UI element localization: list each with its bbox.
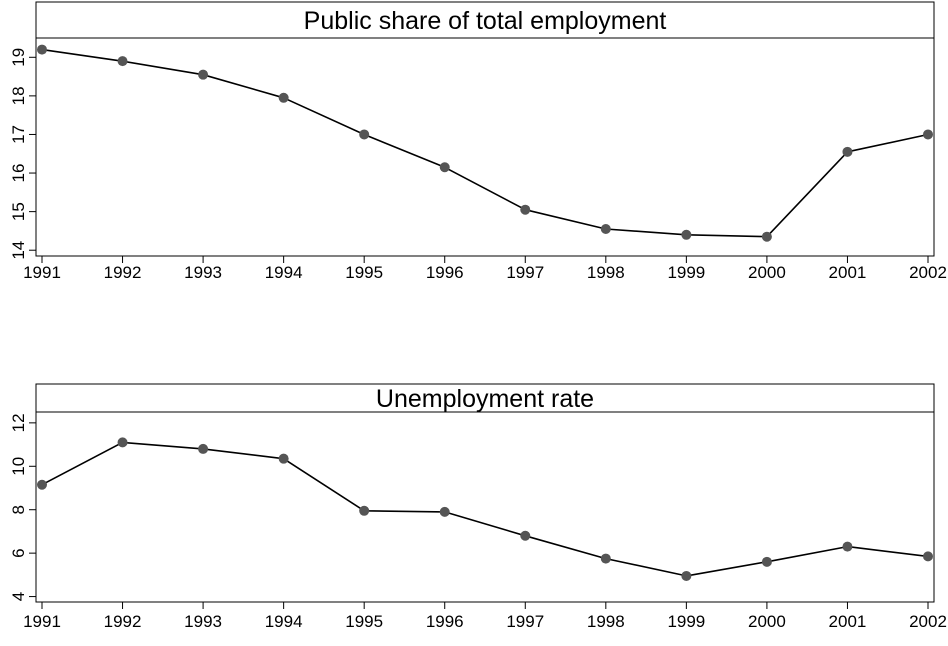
x-tick-label: 1998 bbox=[587, 263, 625, 282]
x-tick-label: 2000 bbox=[748, 263, 786, 282]
y-tick-label: 19 bbox=[9, 48, 28, 67]
x-tick-label: 2001 bbox=[829, 263, 867, 282]
data-point bbox=[198, 69, 209, 80]
x-tick-label: 1995 bbox=[345, 612, 383, 631]
y-tick-label: 4 bbox=[9, 592, 28, 601]
data-point bbox=[761, 556, 772, 567]
y-tick-label: 16 bbox=[9, 164, 28, 183]
data-point bbox=[278, 92, 289, 103]
series-line bbox=[41, 441, 929, 577]
x-tick-label: 2001 bbox=[829, 612, 867, 631]
data-point bbox=[117, 56, 128, 67]
chart-panel-1: Public share of total employment 1991 1992… bbox=[9, 1, 947, 282]
series-line bbox=[41, 48, 929, 238]
y-tick-label: 17 bbox=[9, 125, 28, 144]
x-tick-label: 2000 bbox=[748, 612, 786, 631]
x-tick-label: 1993 bbox=[184, 263, 222, 282]
x-tick-label: 1991 bbox=[23, 263, 61, 282]
data-point bbox=[681, 570, 692, 581]
x-tick-label: 1993 bbox=[184, 612, 222, 631]
x-tick-label: 1992 bbox=[104, 612, 142, 631]
chart-title: Unemployment rate bbox=[376, 385, 594, 413]
chart-title: Public share of total employment bbox=[304, 7, 667, 35]
x-tick-label: 1997 bbox=[506, 263, 544, 282]
y-tick-label: 6 bbox=[9, 548, 28, 557]
plot-frame bbox=[35, 1, 935, 257]
data-point bbox=[842, 541, 853, 552]
x-tick-label: 1996 bbox=[426, 263, 464, 282]
data-point bbox=[600, 223, 611, 234]
y-tick-label: 10 bbox=[9, 457, 28, 476]
data-point bbox=[520, 530, 531, 541]
data-point bbox=[37, 479, 47, 490]
x-tick-label: 1991 bbox=[23, 612, 61, 631]
x-tick-label: 2002 bbox=[909, 263, 947, 282]
data-point bbox=[439, 506, 450, 517]
data-point bbox=[117, 437, 128, 448]
x-tick-label: 1995 bbox=[345, 263, 383, 282]
x-tick-label: 1992 bbox=[104, 263, 142, 282]
y-tick-label: 12 bbox=[9, 413, 28, 432]
data-point bbox=[520, 204, 531, 215]
data-point bbox=[278, 453, 289, 464]
data-point bbox=[761, 231, 772, 242]
x-tick-label: 1999 bbox=[667, 263, 705, 282]
chart-panel-2: Unemployment rate 1991 1992 1993 1994 1995 199… bbox=[9, 383, 947, 631]
data-point bbox=[842, 146, 853, 157]
data-point bbox=[600, 553, 611, 564]
data-point bbox=[359, 505, 370, 516]
x-tick-label: 1994 bbox=[265, 263, 303, 282]
data-point bbox=[923, 551, 933, 562]
x-tick-label: 1998 bbox=[587, 612, 625, 631]
data-point bbox=[681, 229, 692, 240]
data-point bbox=[359, 129, 370, 140]
x-tick-label: 1999 bbox=[667, 612, 705, 631]
data-point bbox=[198, 443, 209, 454]
x-tick-label: 2002 bbox=[909, 612, 947, 631]
x-tick-label: 1994 bbox=[265, 612, 303, 631]
y-tick-label: 18 bbox=[9, 86, 28, 105]
x-tick-label: 1996 bbox=[426, 612, 464, 631]
plot-frame bbox=[35, 383, 935, 603]
y-tick-label: 15 bbox=[9, 202, 28, 221]
y-tick-label: 8 bbox=[9, 505, 28, 514]
data-point bbox=[923, 129, 933, 140]
data-point bbox=[439, 162, 450, 173]
y-tick-label: 14 bbox=[9, 241, 28, 260]
data-point bbox=[37, 44, 47, 55]
x-tick-label: 1997 bbox=[506, 612, 544, 631]
